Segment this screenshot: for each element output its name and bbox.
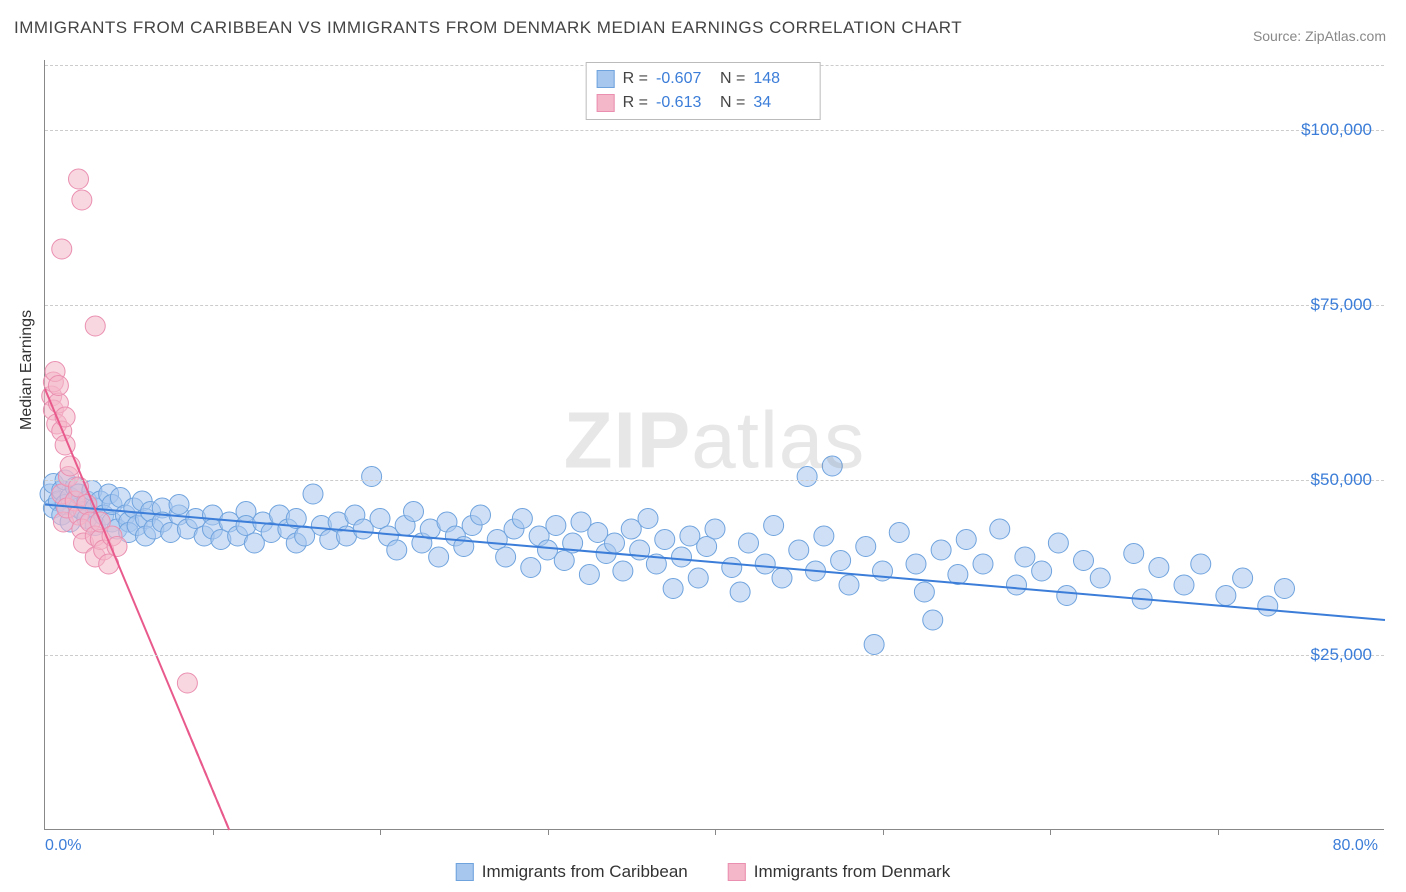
r-value-denmark: -0.613 [656,91,712,115]
stat-row-denmark: R = -0.613 N = 34 [597,91,810,115]
data-point [404,502,424,522]
data-point [1090,568,1110,588]
xtick-label-right: 80.0% [1333,837,1378,855]
swatch-caribbean [597,70,615,88]
data-point [362,467,382,487]
ytick-label: $25,000 [1311,645,1372,665]
data-point [387,540,407,560]
data-point [169,495,189,515]
swatch-denmark [597,94,615,112]
data-point [1048,533,1068,553]
data-point [797,467,817,487]
chart-plot-area: ZIPatlas $25,000$50,000$75,000$100,0000.… [44,60,1384,830]
data-point [663,579,683,599]
data-point [772,568,792,588]
r-label: R = [623,91,648,115]
data-point [370,509,390,529]
data-point [605,533,625,553]
chart-title: IMMIGRANTS FROM CARIBBEAN VS IMMIGRANTS … [14,18,962,38]
legend-label-denmark: Immigrants from Denmark [754,862,950,882]
data-point [638,509,658,529]
data-point [755,554,775,574]
data-point [889,523,909,543]
legend-swatch-caribbean [456,863,474,881]
data-point [554,551,574,571]
data-point [48,376,68,396]
data-point [546,516,566,536]
y-axis-label: Median Earnings [18,310,36,430]
data-point [956,530,976,550]
data-point [1007,575,1027,595]
chart-legend: Immigrants from Caribbean Immigrants fro… [456,862,950,882]
n-value-caribbean: 148 [753,67,809,91]
data-point [831,551,851,571]
legend-item-denmark: Immigrants from Denmark [728,862,950,882]
data-point [1149,558,1169,578]
data-point [822,456,842,476]
xtick-label-left: 0.0% [45,837,81,855]
data-point [722,558,742,578]
data-point [521,558,541,578]
data-point [672,547,692,567]
data-point [471,505,491,525]
data-point [973,554,993,574]
legend-label-caribbean: Immigrants from Caribbean [482,862,688,882]
data-point [914,582,934,602]
data-point [429,547,449,567]
data-point [764,516,784,536]
data-point [688,568,708,588]
data-point [839,575,859,595]
n-label: N = [720,91,745,115]
source-attribution: Source: ZipAtlas.com [1253,28,1386,44]
data-point [177,673,197,693]
data-point [1258,596,1278,616]
n-value-denmark: 34 [753,91,809,115]
data-point [1174,575,1194,595]
data-point [72,190,92,210]
data-point [55,407,75,427]
data-point [705,519,725,539]
data-point [730,582,750,602]
data-point [1191,554,1211,574]
data-point [864,635,884,655]
correlation-stats-box: R = -0.607 N = 148 R = -0.613 N = 34 [586,62,821,120]
data-point [613,561,633,581]
data-point [1057,586,1077,606]
data-point [814,526,834,546]
data-point [303,484,323,504]
data-point [856,537,876,557]
data-point [931,540,951,560]
data-point [1015,547,1035,567]
legend-item-caribbean: Immigrants from Caribbean [456,862,688,882]
data-point [512,509,532,529]
ytick-label: $50,000 [1311,470,1372,490]
data-point [579,565,599,585]
data-point [1233,568,1253,588]
data-point [1275,579,1295,599]
data-point [1074,551,1094,571]
stat-row-caribbean: R = -0.607 N = 148 [597,67,810,91]
data-point [1124,544,1144,564]
data-point [697,537,717,557]
data-point [69,169,89,189]
legend-swatch-denmark [728,863,746,881]
data-point [739,533,759,553]
data-point [52,239,72,259]
r-value-caribbean: -0.607 [656,67,712,91]
r-label: R = [623,67,648,91]
data-point [948,565,968,585]
ytick-label: $75,000 [1311,295,1372,315]
data-point [990,519,1010,539]
data-point [789,540,809,560]
data-point [923,610,943,630]
data-point [1216,586,1236,606]
scatter-plot-svg [45,60,1384,829]
n-label: N = [720,67,745,91]
data-point [496,547,516,567]
data-point [906,554,926,574]
data-point [1032,561,1052,581]
ytick-label: $100,000 [1301,120,1372,140]
data-point [655,530,675,550]
data-point [85,316,105,336]
